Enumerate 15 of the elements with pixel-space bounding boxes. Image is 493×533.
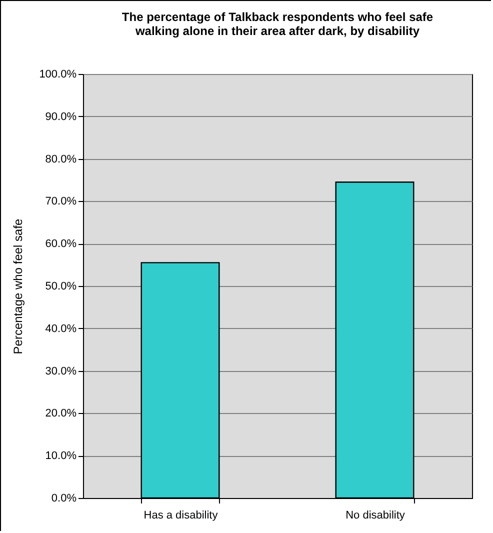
y-tick-label: 90.0% <box>45 110 77 123</box>
x-tick-label: Has a disability <box>144 510 218 522</box>
y-axis-title: Percentage who feel safe <box>11 218 26 354</box>
y-tick-label: 30.0% <box>45 365 77 378</box>
y-tick-label: 40.0% <box>45 322 77 335</box>
y-tick-label: 60.0% <box>45 238 77 250</box>
y-tick-label: 80.0% <box>45 153 77 166</box>
y-tick-label: 50.0% <box>45 280 77 292</box>
y-tick-label: 20.0% <box>45 408 77 420</box>
y-tick-label: 0.0% <box>51 492 77 504</box>
y-tick-label: 100.0% <box>39 68 77 80</box>
chart-title: The percentage of Talkback respondents who feel safe walking alone in their area after dark, by disability <box>122 10 434 38</box>
x-tick-label: No disability <box>346 510 406 522</box>
y-tick-label: 70.0% <box>45 196 77 208</box>
y-tick-label: 10.0% <box>45 450 77 462</box>
